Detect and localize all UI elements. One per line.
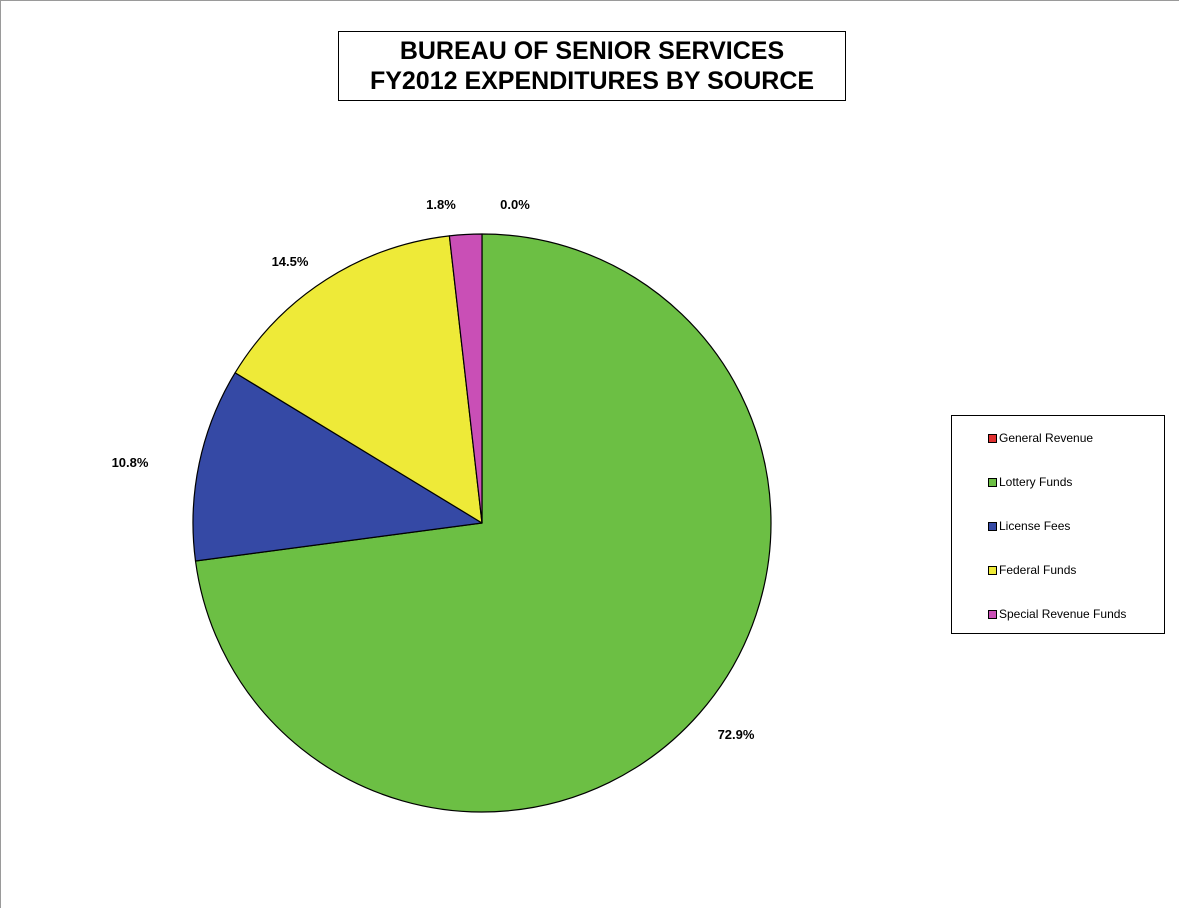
pie-slice-license-fees — [192, 372, 483, 562]
legend-swatch-general-revenue — [988, 433, 997, 443]
chart-title-line-1: BUREAU OF SENIOR SERVICES — [399, 37, 785, 65]
legend: General Revenue Lottery Funds License Fees… — [951, 415, 1165, 634]
data-label-general-revenue: 0.0% — [500, 197, 530, 212]
legend-swatch-license-fees — [988, 521, 997, 531]
legend-label-lottery-funds: Lottery Funds — [999, 475, 1073, 489]
legend-item-general-revenue: General Revenue — [988, 431, 1093, 445]
chart-title-line-2: FY2012 EXPENDITURES BY SOURCE — [369, 67, 815, 95]
legend-item-federal-funds: Federal Funds — [988, 563, 1076, 577]
legend-swatch-special-revenue-funds — [988, 609, 997, 619]
legend-label-special-revenue-funds: Special Revenue Funds — [999, 607, 1127, 621]
legend-item-special-revenue-funds: Special Revenue Funds — [988, 607, 1126, 621]
legend-swatch-federal-funds — [988, 565, 997, 575]
pie-slice-special-revenue-funds — [448, 233, 483, 524]
chart-title: BUREAU OF SENIOR SERVICES FY2012 EXPENDI… — [338, 31, 846, 101]
legend-item-lottery-funds: Lottery Funds — [988, 475, 1072, 489]
pie-slice-lottery-funds — [194, 233, 772, 813]
legend-label-license-fees: License Fees — [999, 519, 1071, 533]
legend-item-license-fees: License Fees — [988, 519, 1070, 533]
legend-label-general-revenue: General Revenue — [999, 431, 1094, 445]
legend-swatch-lottery-funds — [988, 477, 997, 487]
data-label-lottery-funds: 72.9% — [718, 727, 755, 742]
data-label-special-revenue-funds: 1.8% — [426, 197, 456, 212]
legend-label-federal-funds: Federal Funds — [999, 563, 1077, 577]
data-label-license-fees: 10.8% — [112, 455, 149, 470]
pie-slice-federal-funds — [234, 235, 483, 524]
data-label-federal-funds: 14.5% — [272, 254, 309, 269]
